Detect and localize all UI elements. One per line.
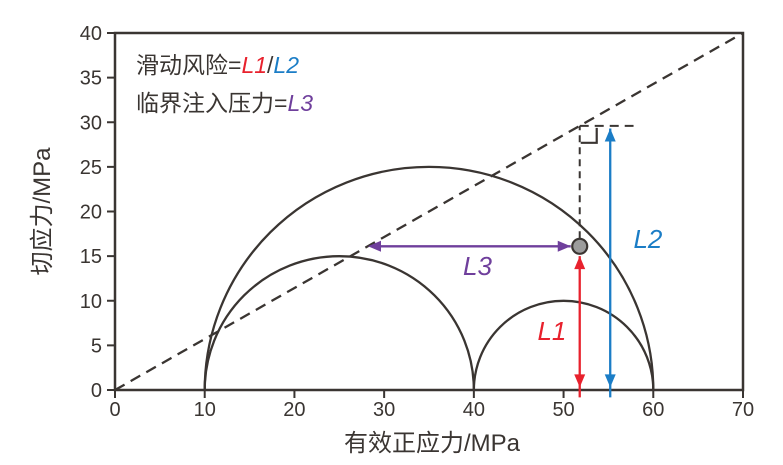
x-tick-label: 30 [373,399,395,421]
x-tick-label: 20 [283,399,305,421]
mohr-circle-sigma3-sigma2 [203,254,476,391]
arrow-L2: L2 [609,128,663,398]
legend-text-part: L2 [273,52,299,78]
arrow-L2-head-end [604,128,616,142]
legend-text-part: 临界注入压力= [136,90,287,116]
legend-line-2: 临界注入压力=L3 [136,90,313,116]
legend-text-part: / [267,52,274,78]
y-tick-label: 25 [80,157,102,179]
mohr-circle-sigma2-sigma1 [472,299,655,391]
label-L2: L2 [633,224,662,254]
y-tick-label: 15 [80,246,102,268]
y-tick-label: 30 [80,112,102,134]
x-tick-label: 0 [109,399,120,421]
y-tick-label: 20 [80,202,102,224]
arrow-L3: L3 [377,245,571,281]
failure-envelope-line [114,32,744,391]
label-L3: L3 [463,251,492,281]
y-tick-label: 35 [80,68,102,90]
legend-text-part: L3 [287,90,313,116]
y-tick-label: 10 [80,291,102,313]
stress-state-point [571,237,589,255]
arrow-L1-head-start [574,374,586,388]
x-axis-title: 有效正应力/MPa [344,430,521,457]
arrow-L2-head-start [604,374,616,388]
x-tick-label: 50 [552,399,574,421]
arrow-L3-head-start [367,240,381,252]
x-tick-label: 10 [194,399,216,421]
x-tick-label: 70 [732,399,754,421]
y-tick-label: 40 [80,23,102,45]
legend-text-part: 滑动风险= [136,52,241,78]
label-L1: L1 [537,316,566,346]
arrow-L1: L1 [537,256,581,398]
legend-text-part: L1 [241,52,267,78]
legend-line-1: 滑动风险=L1/L2 [136,52,299,78]
x-tick-label: 60 [642,399,664,421]
y-tick-label: 5 [91,335,102,357]
mohr-circle-sigma3-sigma1 [203,165,655,391]
y-axis-title: 切应力/MPa [29,147,56,276]
arrow-L3-head-end [557,240,571,252]
arrow-L1-head-end [574,256,586,270]
right-angle-marker [580,127,598,144]
y-tick-label: 0 [91,380,102,402]
x-tick-label: 40 [463,399,485,421]
